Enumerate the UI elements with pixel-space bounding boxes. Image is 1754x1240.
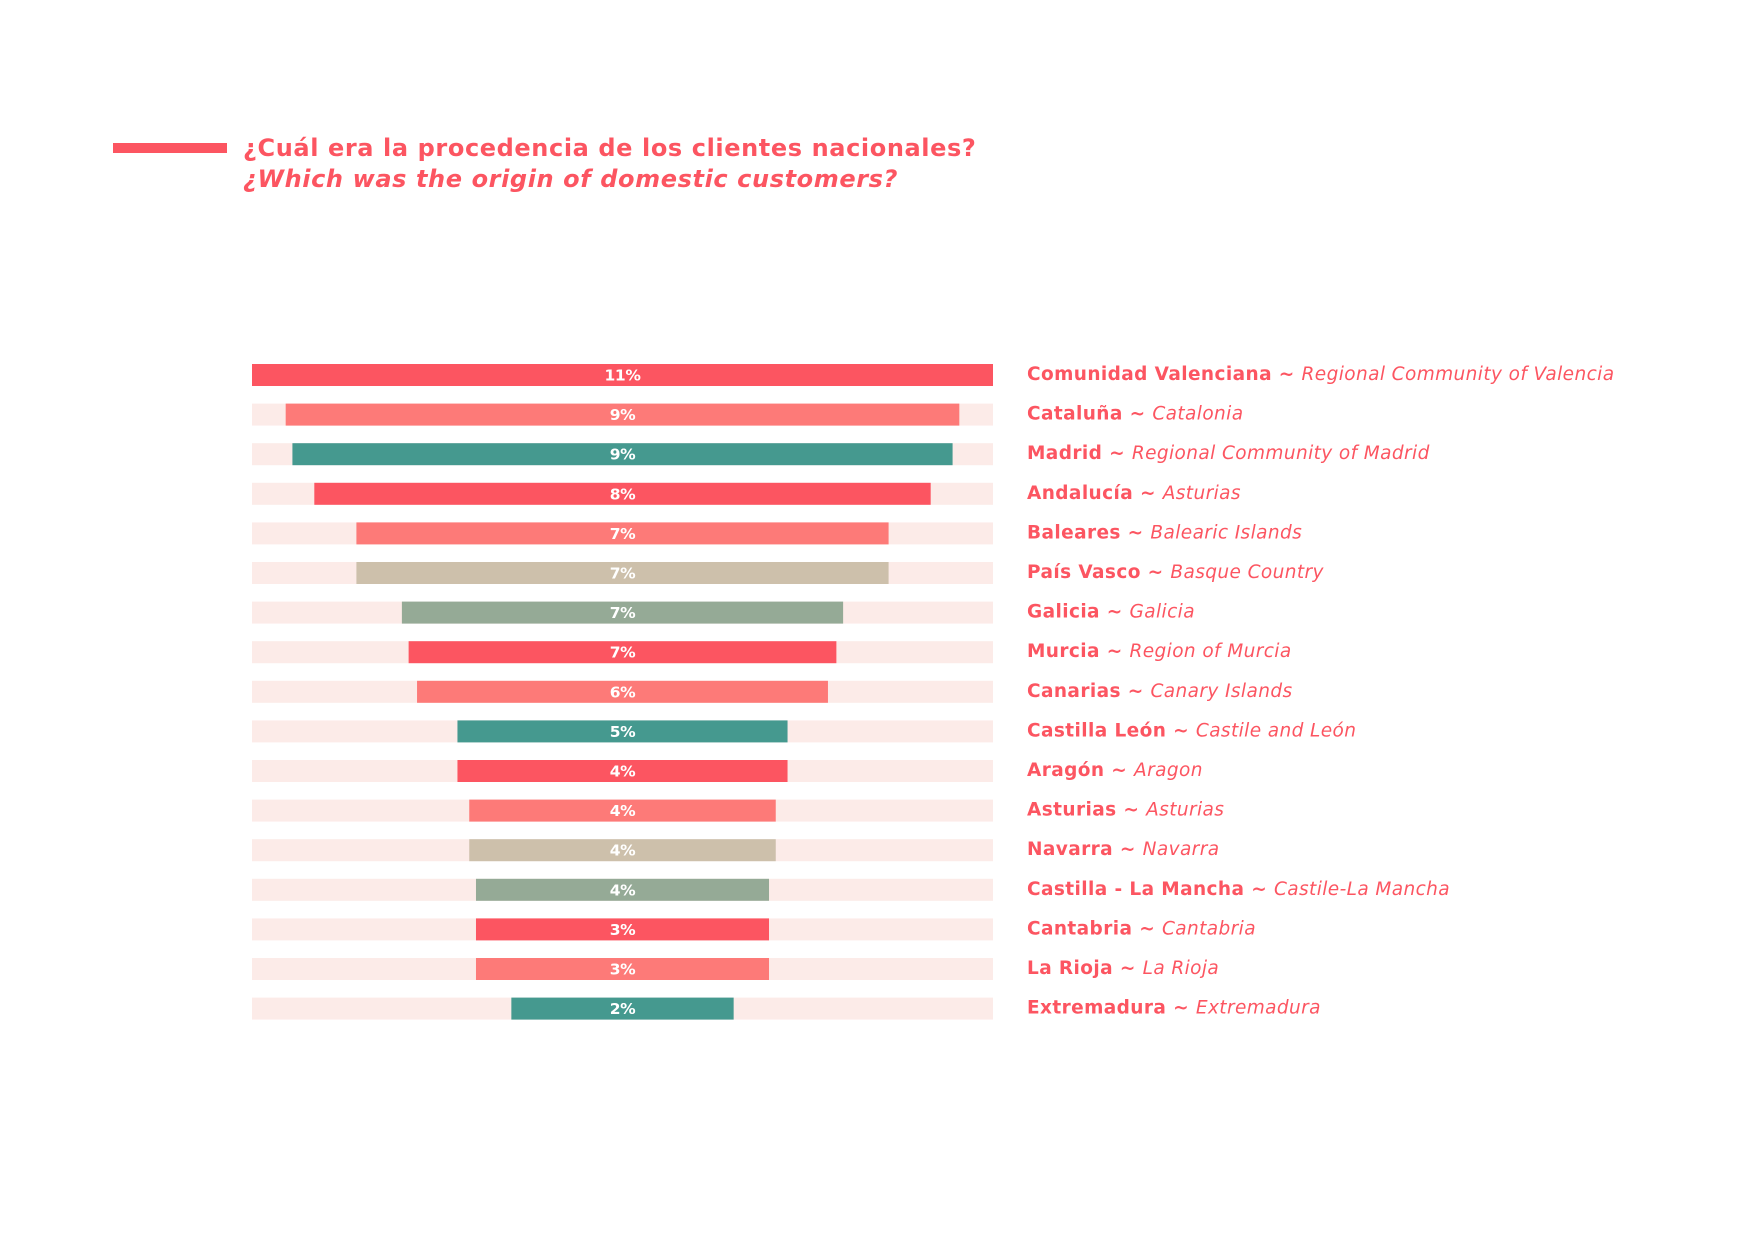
category-label-es: Baleares ~ <box>1027 522 1150 543</box>
bar <box>457 760 788 782</box>
bar-value-label: 2% <box>610 1000 636 1018</box>
category-label: La Rioja ~ La Rioja <box>1027 958 1219 979</box>
category-label-en: Regional Community of Valencia <box>1302 364 1615 385</box>
bar <box>252 364 993 386</box>
bar-value-label: 4% <box>610 802 636 820</box>
category-label: Aragón ~ Aragon <box>1027 760 1203 781</box>
category-label-en: Galicia <box>1130 602 1195 623</box>
bar-value-label: 3% <box>610 921 636 939</box>
category-label-es: Galicia ~ <box>1027 602 1130 623</box>
category-label-es: Cataluña ~ <box>1027 404 1152 425</box>
bar-value-label: 9% <box>610 446 636 464</box>
category-label: Navarra ~ Navarra <box>1027 839 1219 860</box>
bar-value-label: 4% <box>610 881 636 899</box>
bar <box>511 997 734 1020</box>
category-label: Baleares ~ Balearic Islands <box>1027 522 1302 543</box>
category-label: Extremadura ~ Extremadura <box>1027 998 1321 1019</box>
bar <box>401 601 844 624</box>
category-label-en: Castile-La Mancha <box>1274 879 1450 900</box>
category-label-es: Asturias ~ <box>1027 800 1146 821</box>
category-label: País Vasco ~ Basque Country <box>1027 562 1325 583</box>
category-label: Canarias ~ Canary Islands <box>1027 681 1293 702</box>
category-label: Andalucía ~ Asturias <box>1027 483 1241 504</box>
category-label-en: Castile and León <box>1196 720 1357 741</box>
bar <box>469 799 776 822</box>
category-label-en: Aragon <box>1133 760 1203 781</box>
category-label-en: Balearic Islands <box>1150 522 1302 543</box>
category-label-es: Comunidad Valenciana ~ <box>1027 364 1302 385</box>
bar <box>408 641 837 664</box>
bar-value-label: 6% <box>610 683 636 701</box>
category-label-en: Extremadura <box>1196 998 1321 1019</box>
bar <box>469 839 776 862</box>
bar <box>285 403 960 426</box>
category-label-es: Canarias ~ <box>1027 681 1150 702</box>
chart-subtitle: ¿Which was the origin of domestic custom… <box>243 165 899 193</box>
category-label: Cantabria ~ Cantabria <box>1027 918 1256 939</box>
category-label: Comunidad Valenciana ~ Regional Communit… <box>1027 364 1614 385</box>
title-accent-rule <box>113 143 227 153</box>
bar-value-label: 7% <box>610 565 636 583</box>
bar-value-label: 9% <box>610 406 636 424</box>
category-label-es: Castilla León ~ <box>1027 720 1196 741</box>
bar-value-label: 5% <box>610 723 636 741</box>
category-label-es: Navarra ~ <box>1027 839 1143 860</box>
category-label-es: País Vasco ~ <box>1027 562 1170 583</box>
chart-title: ¿Cuál era la procedencia de los clientes… <box>243 134 977 162</box>
bar-value-label: 4% <box>610 842 636 860</box>
category-label-en: Regional Community of Madrid <box>1132 443 1430 464</box>
category-label-es: Andalucía ~ <box>1027 483 1163 504</box>
category-label-es: Murcia ~ <box>1027 641 1129 662</box>
category-label: Asturias ~ Asturias <box>1027 800 1224 821</box>
category-label-en: Canary Islands <box>1150 681 1292 702</box>
bar <box>292 443 953 466</box>
category-label-es: Aragón ~ <box>1027 760 1134 781</box>
bar-value-label: 7% <box>610 644 636 662</box>
category-label-en: Navarra <box>1143 839 1220 860</box>
category-label: Castilla León ~ Castile and León <box>1027 720 1356 741</box>
bar-value-label: 7% <box>610 604 636 622</box>
category-label: Galicia ~ Galicia <box>1027 602 1195 623</box>
bar <box>356 522 889 545</box>
category-label: Madrid ~ Regional Community of Madrid <box>1027 443 1430 464</box>
bar-value-label: 4% <box>610 763 636 781</box>
bar-value-label: 3% <box>610 961 636 979</box>
bar <box>417 680 828 703</box>
bar <box>314 482 931 505</box>
category-label-es: Castilla - La Mancha ~ <box>1027 879 1274 900</box>
category-label-es: Madrid ~ <box>1027 443 1132 464</box>
category-label-en: Region of Murcia <box>1129 641 1291 662</box>
bar <box>457 720 788 743</box>
category-label-en: La Rioja <box>1143 958 1220 979</box>
category-label-es: La Rioja ~ <box>1027 958 1143 979</box>
category-label-en: Asturias <box>1162 483 1241 504</box>
category-label-en: Basque Country <box>1170 562 1324 583</box>
category-label: Murcia ~ Region of Murcia <box>1027 641 1292 662</box>
bar <box>356 562 889 584</box>
category-label: Castilla - La Mancha ~ Castile-La Mancha <box>1027 879 1450 900</box>
bar <box>475 878 770 901</box>
bar <box>475 918 770 941</box>
category-label: Cataluña ~ Catalonia <box>1027 404 1243 425</box>
bar-value-label: 8% <box>610 485 636 503</box>
category-label-es: Cantabria ~ <box>1027 918 1162 939</box>
category-label-es: Extremadura ~ <box>1027 998 1196 1019</box>
bar-value-label: 7% <box>610 525 636 543</box>
bar-value-label: 11% <box>605 367 642 385</box>
bar <box>475 958 770 980</box>
category-label-en: Catalonia <box>1152 404 1243 425</box>
category-label-en: Cantabria <box>1162 918 1256 939</box>
category-label-en: Asturias <box>1145 800 1224 821</box>
